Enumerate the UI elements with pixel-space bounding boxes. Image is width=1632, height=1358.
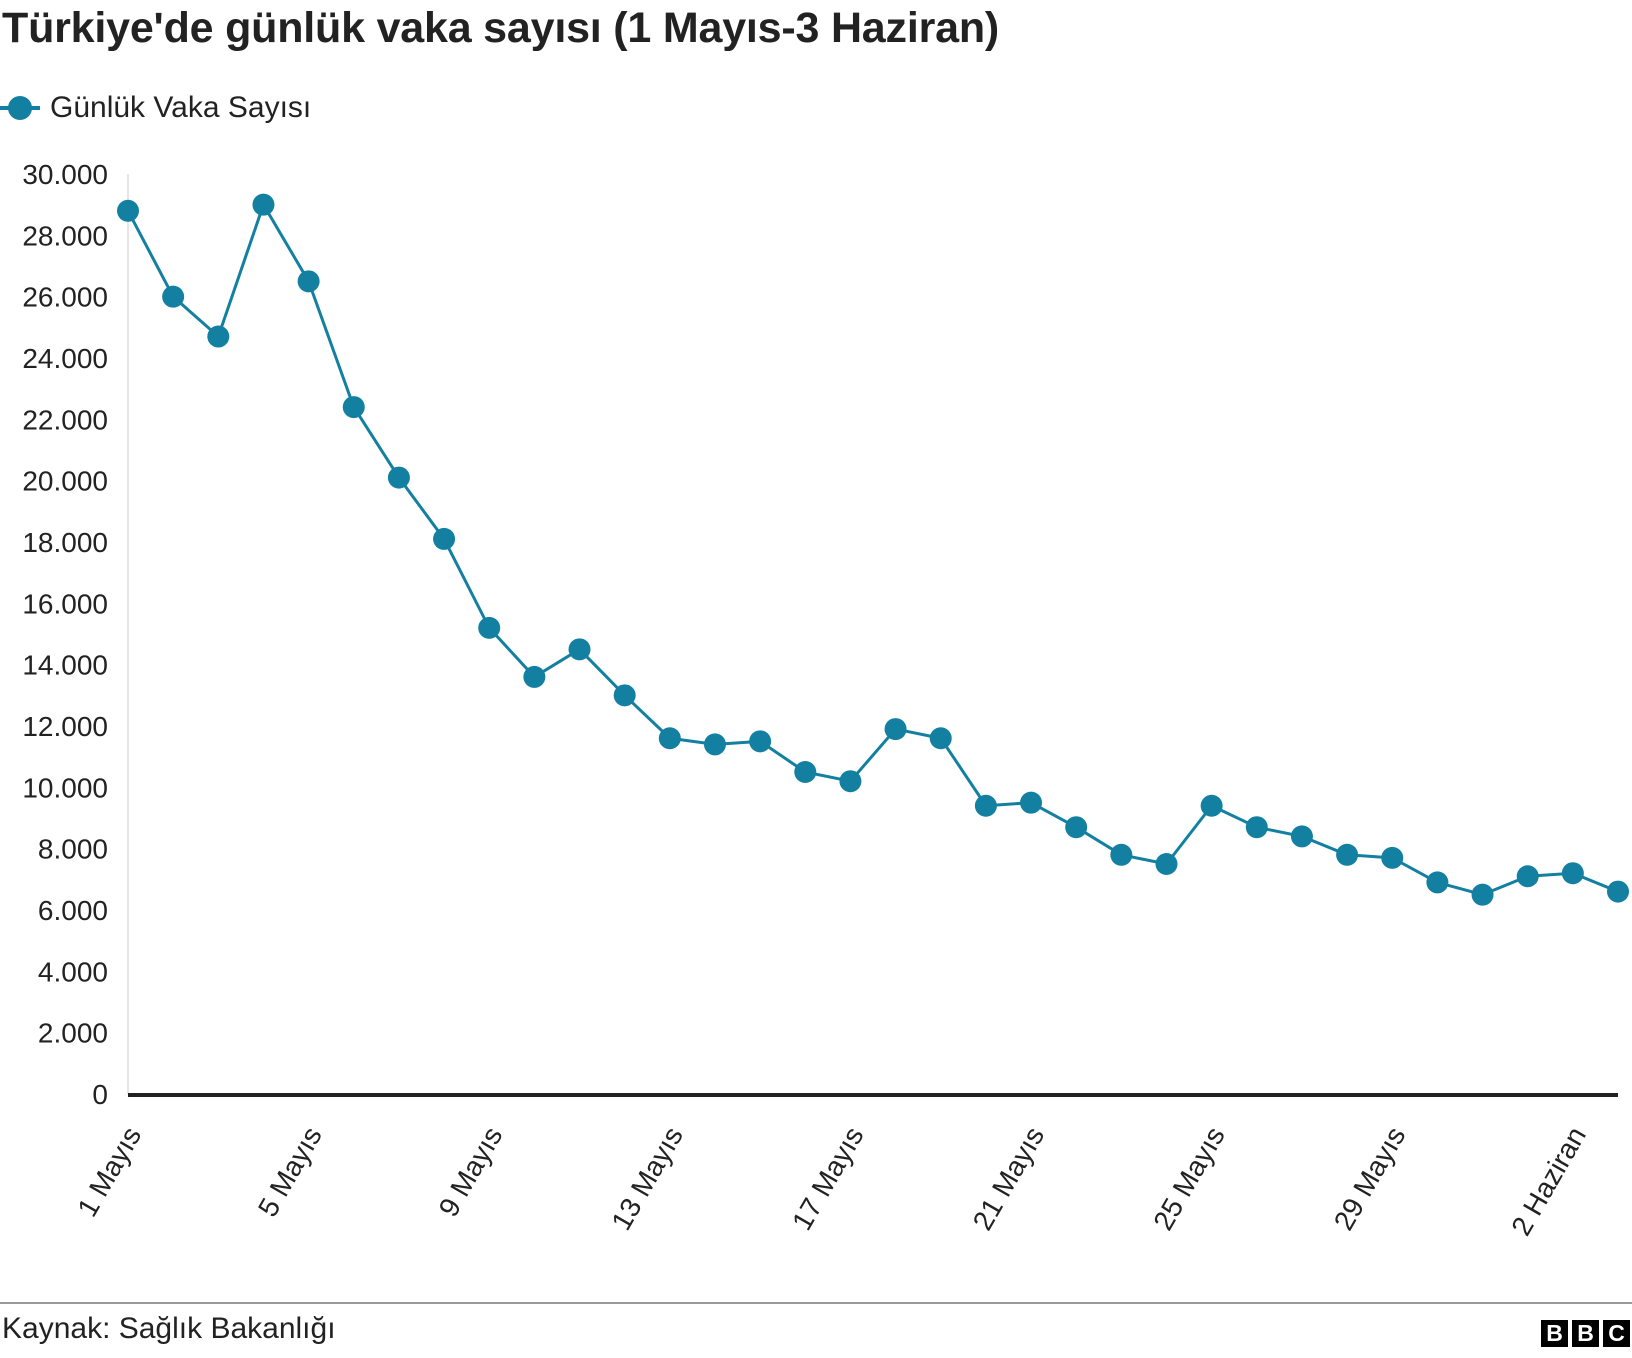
data-point xyxy=(1290,825,1313,848)
data-point xyxy=(523,665,546,688)
x-tick-label: 5 Mayıs xyxy=(252,1122,328,1222)
x-tick-label: 9 Mayıs xyxy=(433,1122,509,1222)
x-tick-label: 1 Mayıs xyxy=(71,1122,147,1222)
data-point xyxy=(297,270,320,293)
y-tick-label: 30.000 xyxy=(22,159,108,190)
footer-divider xyxy=(0,1302,1632,1304)
data-point xyxy=(1336,843,1359,866)
y-tick-label: 26.000 xyxy=(22,282,108,313)
data-point xyxy=(252,193,275,216)
x-tick-label: 21 Mayıs xyxy=(967,1122,1051,1236)
data-point xyxy=(162,285,185,308)
data-point xyxy=(839,770,862,793)
legend-marker-icon xyxy=(0,88,40,128)
y-tick-label: 18.000 xyxy=(22,527,108,558)
bbc-logo-letter: B xyxy=(1572,1320,1599,1347)
bbc-logo-letter: B xyxy=(1541,1320,1568,1347)
data-point xyxy=(1155,853,1178,875)
data-point xyxy=(1471,883,1494,906)
data-point xyxy=(478,616,501,639)
data-point xyxy=(613,684,636,707)
data-point xyxy=(568,638,591,661)
y-tick-label: 6.000 xyxy=(38,895,108,926)
y-tick-label: 10.000 xyxy=(22,772,108,803)
data-point xyxy=(207,325,230,348)
data-point xyxy=(1200,794,1223,817)
data-point xyxy=(342,396,365,419)
x-tick-label: 13 Mayıs xyxy=(605,1122,689,1236)
y-tick-label: 20.000 xyxy=(22,466,108,497)
chart-title: Türkiye'de günlük vaka sayısı (1 Mayıs-3… xyxy=(2,4,1000,52)
data-point xyxy=(1245,816,1268,839)
y-tick-label: 16.000 xyxy=(22,588,108,619)
data-point xyxy=(658,727,681,750)
data-point xyxy=(1381,846,1404,869)
y-tick-label: 22.000 xyxy=(22,404,108,435)
data-point xyxy=(749,730,772,753)
data-point xyxy=(433,527,456,550)
y-tick-label: 12.000 xyxy=(22,711,108,742)
source-note: Kaynak: Sağlık Bakanlığı xyxy=(2,1312,336,1345)
y-tick-label: 24.000 xyxy=(22,343,108,374)
data-point xyxy=(794,761,817,783)
data-point xyxy=(1516,865,1539,888)
data-point xyxy=(387,466,410,489)
bbc-logo: B B C xyxy=(1541,1320,1630,1347)
data-point xyxy=(1110,843,1133,866)
y-tick-label: 28.000 xyxy=(22,220,108,251)
data-point xyxy=(1607,880,1629,903)
y-tick-label: 0 xyxy=(92,1079,108,1110)
x-tick-label: 2 Haziran xyxy=(1505,1122,1592,1241)
y-tick-label: 8.000 xyxy=(38,834,108,865)
x-tick-label: 17 Mayıs xyxy=(786,1122,870,1236)
bbc-logo-letter: C xyxy=(1603,1320,1630,1347)
data-point xyxy=(929,727,952,750)
x-tick-label: 25 Mayıs xyxy=(1147,1122,1231,1236)
x-tick-label: 29 Mayıs xyxy=(1328,1122,1412,1236)
data-point xyxy=(1020,791,1043,814)
data-point xyxy=(117,199,139,222)
line-chart: 0 2.000 4.000 6.000 8.000 10.000 12.000 14.000 1… xyxy=(22,159,1629,1241)
data-point xyxy=(1426,871,1449,894)
legend: Günlük Vaka Sayısı xyxy=(0,88,311,128)
data-point xyxy=(703,733,726,756)
y-tick-label: 4.000 xyxy=(38,956,108,987)
series-line xyxy=(126,203,1619,897)
y-tick-label: 2.000 xyxy=(38,1018,108,1049)
legend-label: Günlük Vaka Sayısı xyxy=(50,91,312,124)
data-point xyxy=(1065,816,1088,839)
data-point xyxy=(974,794,997,817)
data-point xyxy=(1561,862,1584,885)
data-point xyxy=(884,718,907,741)
y-tick-label: 14.000 xyxy=(22,650,108,681)
